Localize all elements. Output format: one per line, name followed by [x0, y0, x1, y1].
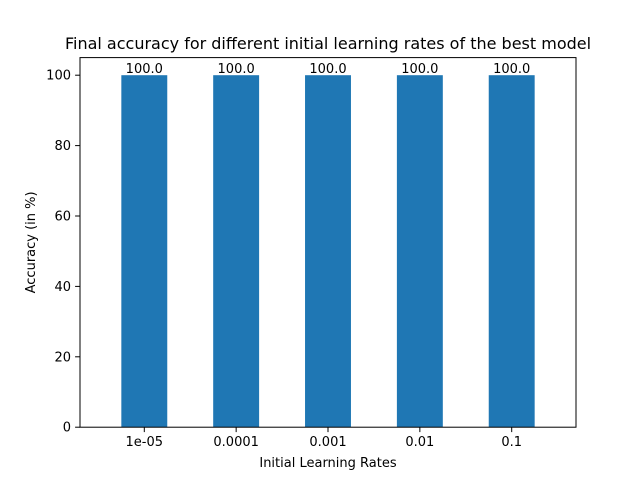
x-axis-ticks: 1e-05 0.0001 0.001 0.01 0.1 — [126, 427, 522, 450]
x-axis-label: Initial Learning Rates — [259, 456, 396, 471]
bar-value-label: 100.0 — [126, 62, 163, 77]
y-axis-label: Accuracy (in %) — [24, 191, 39, 293]
value-labels-layer: 100.0 100.0 100.0 100.0 100.0 — [126, 62, 531, 77]
chart-title: Final accuracy for different initial lea… — [65, 34, 591, 53]
y-tick-label: 80 — [54, 139, 71, 154]
y-tick-label: 0 — [63, 421, 71, 436]
x-tick-label: 0.001 — [309, 435, 346, 450]
bar-value-label: 100.0 — [493, 62, 530, 77]
y-tick-label: 20 — [54, 350, 71, 365]
bar-0.0001 — [213, 75, 260, 428]
x-tick-label: 0.01 — [405, 435, 434, 450]
y-tick-label: 100 — [46, 69, 71, 84]
bar-1e-05 — [121, 75, 168, 428]
bar-value-label: 100.0 — [218, 62, 255, 77]
x-tick-label: 1e-05 — [126, 435, 164, 450]
bar-0.01 — [396, 75, 443, 428]
bars-layer — [121, 75, 535, 428]
bar-value-label: 100.0 — [401, 62, 438, 77]
bar-0.1 — [488, 75, 535, 428]
y-tick-label: 60 — [54, 210, 71, 225]
y-axis-ticks: 0 20 40 60 80 100 — [46, 69, 80, 436]
bar-value-label: 100.0 — [309, 62, 346, 77]
x-tick-label: 0.1 — [501, 435, 522, 450]
bar-0.001 — [305, 75, 351, 428]
plot-area-frame — [79, 57, 577, 428]
y-tick-label: 40 — [54, 280, 71, 295]
x-tick-label: 0.0001 — [213, 435, 259, 450]
